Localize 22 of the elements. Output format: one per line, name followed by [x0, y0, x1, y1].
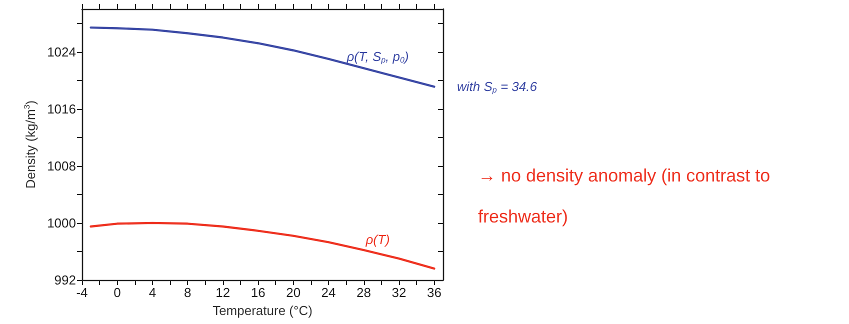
x-tick-label: 12	[216, 285, 230, 300]
line-series	[90, 26, 436, 88]
y-tick-label: 1024	[47, 44, 76, 60]
x-tick-label: 20	[286, 285, 301, 300]
x-axis-title: Temperature (°C)	[212, 303, 312, 318]
x-tick-label: 0	[114, 285, 121, 300]
x-tick-label: 36	[426, 285, 442, 300]
y-axis-title: Density (kg/m3)	[22, 100, 38, 189]
x-tick-label: 32	[392, 285, 406, 300]
x-tick-label: 4	[148, 285, 156, 300]
x-tick-label: 8	[184, 285, 192, 300]
x-tick-label: 24	[321, 285, 336, 300]
text: → no density anomaly (in contrast to freshwater)	[478, 166, 776, 226]
x-tick-label: 28	[356, 285, 371, 300]
x-tick-label: 16	[250, 285, 266, 300]
y-tick-label: 1016	[47, 101, 76, 116]
y-tick-label: 1008	[47, 158, 76, 174]
series-label: ρ(T)	[364, 232, 390, 248]
y-tick-label: 992	[54, 272, 76, 288]
line-series	[90, 222, 436, 270]
x-tick-label: -4	[76, 285, 88, 300]
y-tick-label: 1000	[47, 215, 76, 230]
